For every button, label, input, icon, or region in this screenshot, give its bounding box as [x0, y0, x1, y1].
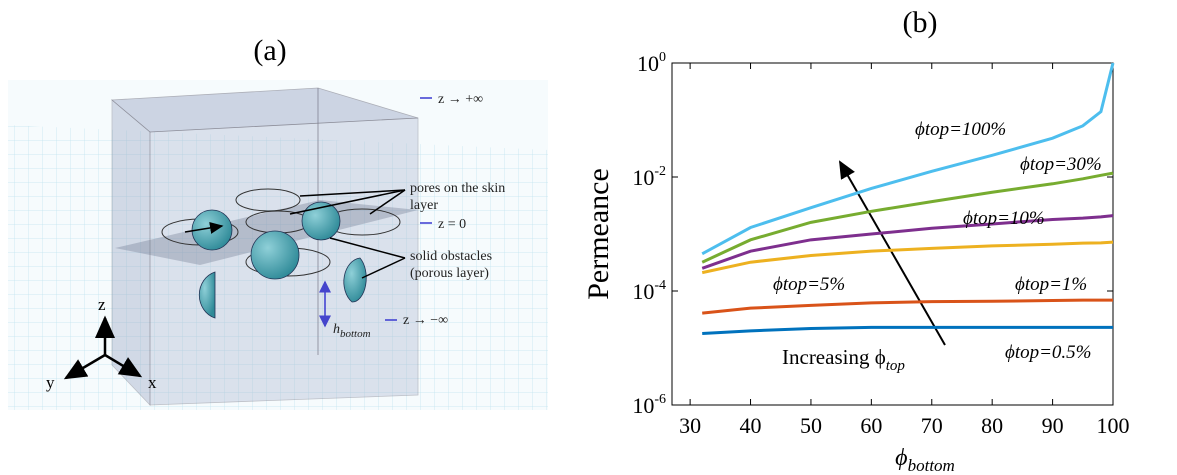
y-tick-label: 10 [632, 393, 654, 418]
x-tick-label: 50 [800, 413, 822, 438]
x-axis-label: bottom [908, 456, 955, 475]
axis-name: x [148, 373, 157, 392]
annotation: solid obstacles [410, 249, 492, 264]
annotation: hbottom [333, 322, 371, 340]
series-line [702, 325, 1113, 335]
panel-label: (a) [253, 34, 286, 67]
y-tick-label: 10 [632, 165, 654, 190]
axis-name: y [46, 373, 55, 392]
coordinate-axes [63, 315, 143, 380]
series-label: ϕtop=5% [773, 274, 845, 295]
series-line [701, 214, 1114, 270]
annotation: (porous layer) [410, 266, 489, 281]
box-top [110, 87, 419, 133]
y-tick-label: -4 [654, 278, 666, 293]
series-label: ϕtop=1% [1015, 274, 1087, 295]
x-tick-label: 80 [981, 413, 1003, 438]
panel-b: (b) Permeance ϕbottom Increasing ϕtop 30… [582, 6, 1130, 475]
series-line [702, 298, 1113, 315]
series-line [701, 62, 1115, 256]
annotation: Increasing ϕtop [782, 345, 905, 374]
y-tick-label: -2 [654, 164, 666, 179]
annotation: layer [410, 198, 438, 213]
chart-title: (b) [903, 6, 938, 39]
series-label: ϕtop=10% [963, 208, 1045, 229]
annotation: bottom [340, 328, 371, 340]
axis-name: z [98, 295, 106, 314]
annotation: z → +∞ [438, 92, 483, 107]
x-tick-label: 90 [1042, 413, 1064, 438]
y-tick-label: -6 [654, 392, 666, 407]
y-tick-label: 10 [637, 51, 659, 76]
y-tick-label: 10 [632, 279, 654, 304]
series-line [701, 171, 1114, 264]
level-ticks [319, 97, 432, 328]
series-label: ϕtop=100% [915, 119, 1006, 140]
x-tick-label: 100 [1097, 413, 1130, 438]
x-tick-label: 70 [921, 413, 943, 438]
box-left [111, 99, 151, 407]
series-label: ϕtop=0.5% [1005, 342, 1092, 363]
plot-frame [671, 62, 1114, 406]
y-tick-label: 100 [637, 50, 666, 76]
y-tick-label: 10-2 [632, 164, 666, 190]
annotation: top [886, 358, 906, 374]
x-tick-label: 60 [860, 413, 882, 438]
annotation: Increasing ϕ [782, 345, 886, 369]
annotation: h [333, 322, 340, 337]
y-axis-label: Permeance [582, 168, 615, 300]
panel-a: (a) z → +∞ pores on [8, 34, 548, 410]
y-tick-label: 0 [659, 50, 666, 65]
series-line [701, 240, 1114, 275]
annotation: z → −∞ [403, 313, 448, 328]
annotation: z = 0 [438, 217, 466, 232]
y-tick-label: 10-6 [632, 392, 666, 418]
series-label: ϕtop=30% [1020, 154, 1102, 175]
x-tick-label: 30 [679, 413, 701, 438]
x-tick-label: 40 [740, 413, 762, 438]
x-axis-label: ϕ [895, 445, 907, 471]
y-tick-label: 10-4 [632, 278, 666, 304]
x-axis-label: ϕbottom [895, 445, 955, 475]
annotation: pores on the skin [410, 181, 505, 196]
leader-lines [184, 189, 406, 279]
